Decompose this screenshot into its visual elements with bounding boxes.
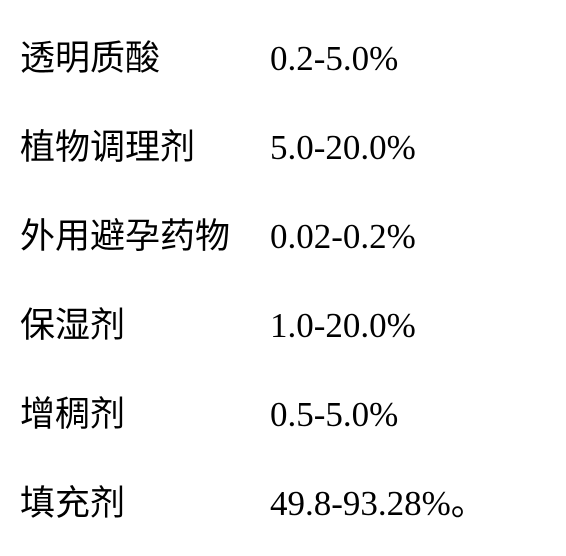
ingredient-value: 0.5-5.0%: [270, 395, 398, 435]
ingredient-label: 增稠剂: [20, 386, 270, 437]
ingredient-label: 填充剂: [20, 475, 270, 526]
ingredient-value: 0.02-0.2%: [270, 217, 416, 257]
table-row: 增稠剂 0.5-5.0%: [20, 386, 546, 437]
ingredient-label: 保湿剂: [20, 297, 270, 348]
ingredient-label: 外用避孕药物: [20, 208, 270, 259]
ingredient-value: 49.8-93.28%。: [270, 475, 486, 526]
table-row: 保湿剂 1.0-20.0%: [20, 297, 546, 348]
ingredient-value: 1.0-20.0%: [270, 306, 416, 346]
table-row: 填充剂 49.8-93.28%。: [20, 475, 546, 526]
table-row: 植物调理剂 5.0-20.0%: [20, 119, 546, 170]
ingredient-label: 植物调理剂: [20, 119, 270, 170]
table-row: 透明质酸 0.2-5.0%: [20, 30, 546, 81]
ingredient-table: 透明质酸 0.2-5.0% 植物调理剂 5.0-20.0% 外用避孕药物 0.0…: [20, 30, 546, 526]
ingredient-value: 0.2-5.0%: [270, 39, 398, 79]
ingredient-value: 5.0-20.0%: [270, 128, 416, 168]
table-row: 外用避孕药物 0.02-0.2%: [20, 208, 546, 259]
ingredient-label: 透明质酸: [20, 30, 270, 81]
